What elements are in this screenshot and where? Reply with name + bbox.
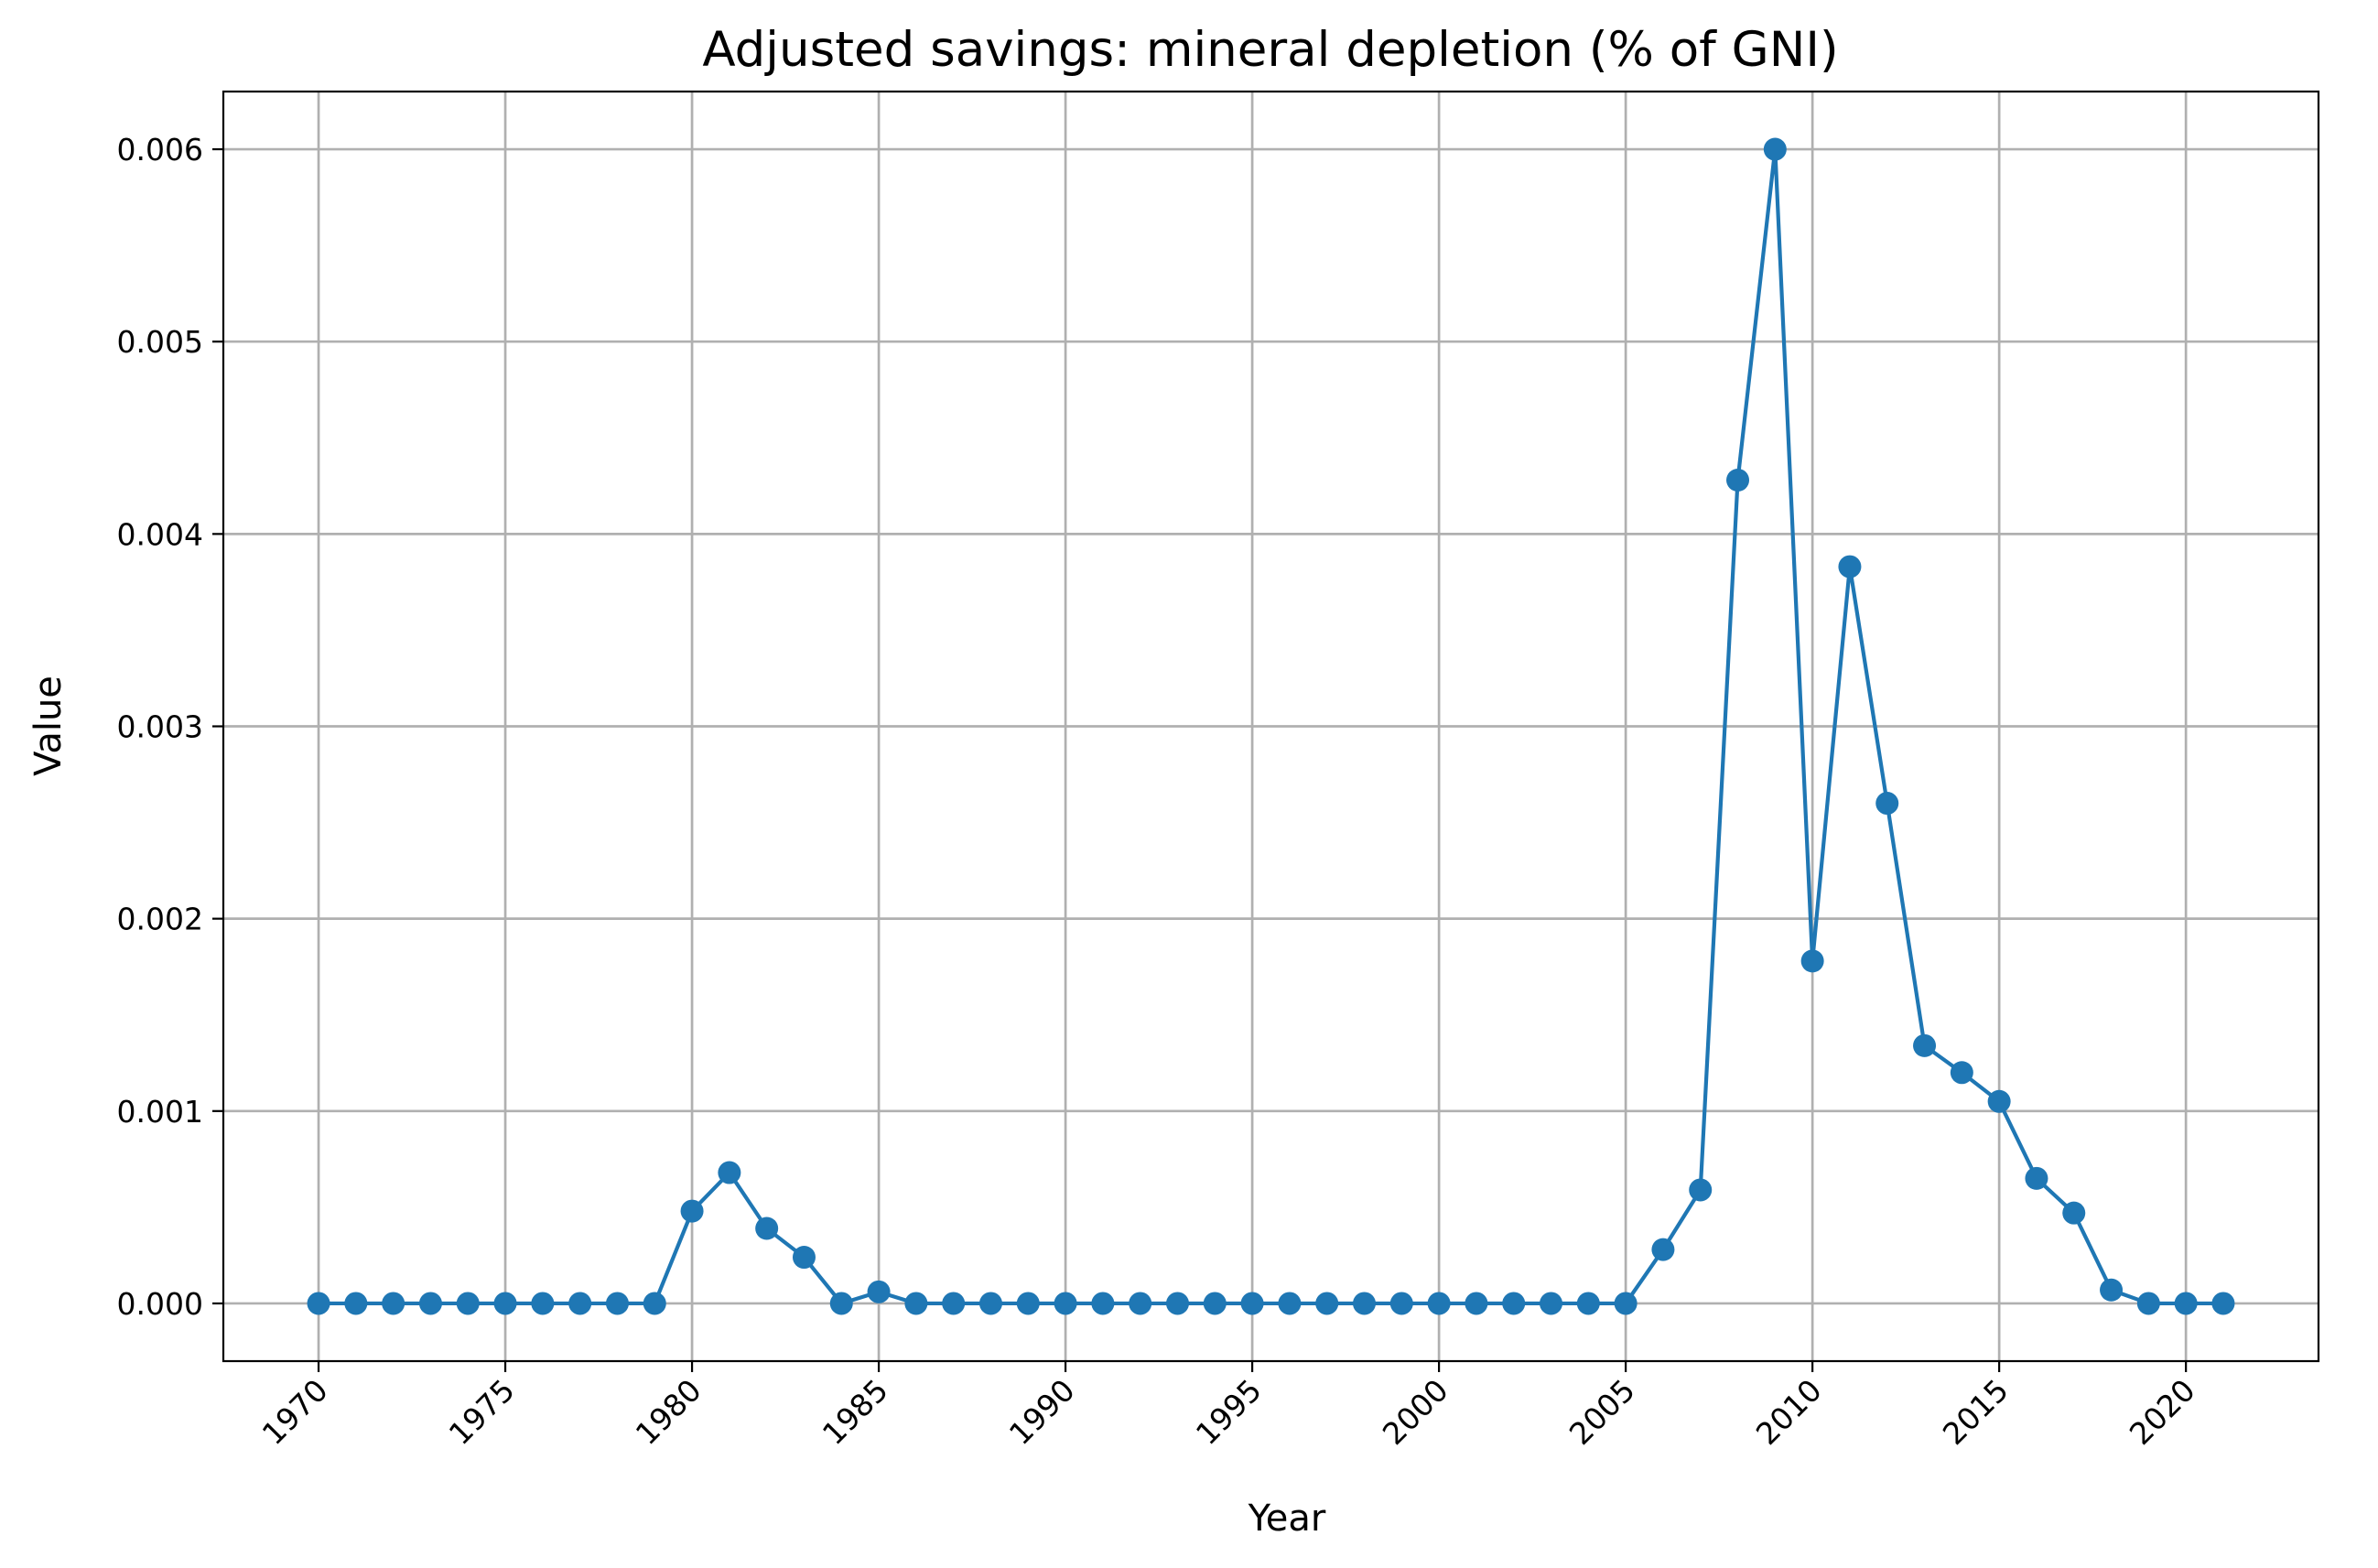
data-point: [1838, 555, 1862, 579]
data-point: [1502, 1292, 1526, 1315]
data-point: [867, 1280, 891, 1303]
data-point: [829, 1292, 853, 1315]
data-point: [755, 1217, 779, 1240]
data-point: [605, 1292, 629, 1315]
data-point: [1427, 1292, 1451, 1315]
data-point: [1240, 1292, 1264, 1315]
data-point: [531, 1292, 555, 1315]
data-point: [307, 1292, 330, 1315]
data-point: [1091, 1292, 1115, 1315]
y-tick-label: 0.005: [117, 324, 203, 360]
data-point: [2062, 1201, 2086, 1225]
y-tick-label: 0.002: [117, 902, 203, 937]
data-point: [1651, 1238, 1675, 1261]
chart-title: Adjusted savings: mineral depletion (% o…: [702, 22, 1838, 78]
data-point: [2025, 1166, 2048, 1190]
data-point: [904, 1292, 928, 1315]
data-point: [1800, 949, 1824, 973]
data-point: [1165, 1292, 1189, 1315]
y-axis-label: Value: [27, 676, 70, 776]
data-point: [493, 1292, 517, 1315]
data-point: [418, 1292, 442, 1315]
data-point: [1389, 1292, 1413, 1315]
data-point: [568, 1292, 592, 1315]
data-point: [344, 1292, 368, 1315]
data-point: [1987, 1089, 2011, 1113]
data-point: [1763, 137, 1787, 161]
data-point: [2174, 1292, 2198, 1315]
data-point: [1614, 1292, 1638, 1315]
data-point: [1726, 469, 1750, 492]
data-point: [1689, 1178, 1713, 1202]
data-point: [1278, 1292, 1302, 1315]
series-line: [316, 146, 2226, 1306]
data-point: [1913, 1033, 1937, 1057]
data-point: [1016, 1292, 1040, 1315]
data-point: [2100, 1278, 2124, 1302]
data-point: [792, 1246, 816, 1270]
data-point: [1465, 1292, 1488, 1315]
data-point: [1875, 792, 1899, 816]
data-point: [1540, 1292, 1563, 1315]
data-point: [1576, 1292, 1600, 1315]
x-axis-label: Year: [1248, 1498, 1326, 1540]
y-tick-label: 0.001: [117, 1094, 203, 1130]
series: [307, 137, 2235, 1315]
data-point: [680, 1199, 704, 1223]
data-point: [1950, 1061, 1973, 1085]
data-point: [1315, 1292, 1339, 1315]
y-tick-label: 0.000: [117, 1286, 203, 1322]
data-point: [1129, 1292, 1152, 1315]
data-point: [1203, 1292, 1227, 1315]
data-point: [978, 1292, 1002, 1315]
data-point: [456, 1292, 480, 1315]
data-point: [2211, 1292, 2235, 1315]
y-tick-label: 0.006: [117, 132, 203, 168]
data-point: [1353, 1292, 1377, 1315]
data-point: [643, 1292, 666, 1315]
y-tick-label: 0.004: [117, 516, 203, 552]
data-point: [718, 1161, 741, 1184]
data-point: [942, 1292, 966, 1315]
data-point: [382, 1292, 405, 1315]
y-tick-label: 0.003: [117, 709, 203, 745]
data-point: [2136, 1292, 2160, 1315]
data-point: [1054, 1292, 1077, 1315]
